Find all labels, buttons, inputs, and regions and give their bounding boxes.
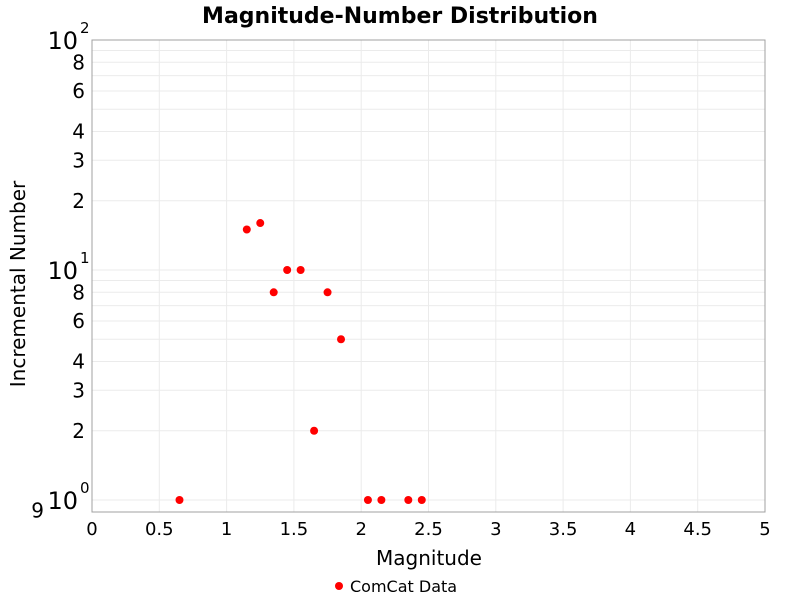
data-point	[242, 225, 251, 234]
x-axis-label: Magnitude	[376, 546, 482, 570]
y-tick-label-exponent: 0	[80, 479, 90, 497]
x-tick-label: 2	[355, 519, 366, 540]
data-point	[404, 496, 413, 504]
data-point	[296, 266, 305, 274]
x-tick-label: 5	[759, 519, 770, 540]
y-tick-label: 3	[72, 148, 85, 172]
data-point	[377, 496, 386, 504]
y-tick-label: 8	[72, 280, 85, 304]
data-point	[417, 496, 426, 504]
y-tick-label: 9	[31, 499, 44, 523]
y-tick-label-exponent: 2	[80, 19, 90, 37]
legend-label: ComCat Data	[350, 577, 457, 596]
y-tick-label: 4	[72, 120, 85, 144]
plot-frame	[91, 39, 766, 513]
legend-marker	[335, 582, 343, 590]
y-tick-label: 2	[72, 419, 85, 443]
y-tick-label: 8	[72, 50, 85, 74]
data-points	[175, 219, 426, 504]
legend: ComCat Data	[335, 577, 457, 596]
y-axis-label: Incremental Number	[6, 180, 30, 387]
y-tick-label: 6	[72, 309, 85, 333]
y-tick-label: 6	[72, 79, 85, 103]
y-tick-label: 4	[72, 350, 85, 374]
x-tick-label: 4.5	[683, 519, 712, 540]
x-tick-label: 2.5	[414, 519, 443, 540]
x-tick-label: 1	[221, 519, 232, 540]
data-point	[337, 335, 346, 344]
grid	[91, 39, 766, 512]
y-tick-label-base: 10	[47, 487, 78, 515]
x-tick-label: 0	[86, 519, 97, 540]
data-point	[363, 496, 372, 504]
x-tick-label: 3	[490, 519, 501, 540]
y-tick-label-base: 10	[47, 257, 78, 285]
y-tick-label: 3	[72, 378, 85, 402]
data-point	[283, 266, 292, 274]
chart-title: Magnitude-Number Distribution	[202, 4, 598, 29]
x-tick-label: 0.5	[145, 519, 174, 540]
x-tick-label: 1.5	[280, 519, 309, 540]
y-tick-label-exponent: 1	[80, 249, 90, 267]
y-tick-label: 2	[72, 189, 85, 213]
y-tick-label-base: 10	[47, 27, 78, 55]
x-tick-label: 3.5	[549, 519, 578, 540]
data-point	[175, 496, 184, 504]
data-point	[323, 288, 332, 297]
data-point	[256, 219, 265, 228]
x-tick-label: 4	[625, 519, 636, 540]
data-point	[310, 426, 319, 435]
data-point	[269, 288, 278, 297]
